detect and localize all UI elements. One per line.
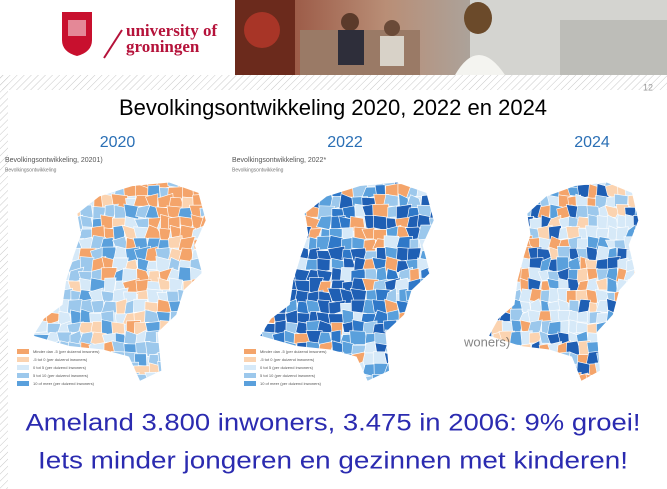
map-region bbox=[157, 277, 173, 291]
map-caption: Bevolkingsontwikkeling, 2022* bbox=[232, 157, 326, 164]
legend-swatch bbox=[17, 365, 29, 370]
logo-text: university of bbox=[126, 21, 217, 40]
legend-swatch bbox=[17, 349, 29, 354]
map-region bbox=[111, 321, 125, 336]
legend-label: 0 tot 5 (per duizend inwoners) bbox=[260, 365, 314, 370]
map-year: 2024 bbox=[574, 134, 610, 151]
map-caption: Bevolkingsontwikkeling, 20201) bbox=[5, 157, 103, 164]
map-annotation: woners) bbox=[463, 334, 510, 349]
map-region bbox=[316, 258, 331, 273]
map-region bbox=[576, 310, 588, 323]
map-region bbox=[595, 300, 609, 313]
map-region bbox=[351, 236, 366, 250]
map-outline bbox=[31, 181, 207, 383]
slide-title: Bevolkingsontwikkeling 2020, 2022 en 202… bbox=[119, 95, 547, 120]
legend-label: 0 tot 5 (per duizend inwoners) bbox=[33, 365, 87, 370]
legend-label: Minder dan -5 (per duizend inwoners) bbox=[33, 349, 100, 354]
logo-slash bbox=[103, 29, 123, 59]
map-subtitle: Bevolkingsontwikkeling bbox=[232, 167, 284, 173]
legend-label: -5 tot 0 (per duizend inwoners) bbox=[33, 357, 88, 362]
legend-label: -5 tot 0 (per duizend inwoners) bbox=[260, 357, 315, 362]
map-year: 2020 bbox=[100, 134, 136, 151]
footer-line: Iets minder jongeren en gezinnen met kin… bbox=[38, 447, 628, 474]
logo-shield-detail bbox=[68, 20, 86, 36]
legend-label: 10 of meer (per duizend inwoners) bbox=[260, 381, 322, 386]
logo-text: groningen bbox=[126, 37, 200, 56]
map-region bbox=[45, 311, 63, 326]
legend-swatch bbox=[244, 357, 256, 362]
legend-swatch bbox=[17, 373, 29, 378]
map-outline bbox=[487, 181, 640, 383]
map-region bbox=[576, 267, 588, 285]
legend-swatch bbox=[244, 365, 256, 370]
legend-label: Minder dan -5 (per duizend inwoners) bbox=[260, 349, 327, 354]
legend-swatch bbox=[244, 381, 256, 386]
legend-swatch bbox=[17, 357, 29, 362]
map-region bbox=[577, 298, 591, 316]
map-subtitle: Bevolkingsontwikkeling bbox=[5, 167, 57, 173]
hatch-band bbox=[0, 75, 667, 90]
map-region bbox=[349, 330, 369, 345]
map-outline bbox=[258, 181, 435, 383]
map-region bbox=[199, 215, 207, 229]
footer-line: Ameland 3.800 inwoners, 3.475 in 2006: 9… bbox=[26, 409, 641, 436]
legend-label: 10 of meer (per duizend inwoners) bbox=[33, 381, 95, 386]
header-photo bbox=[235, 0, 667, 75]
map-year: 2022 bbox=[327, 134, 363, 151]
legend-label: 5 tot 10 (per duizend inwoners) bbox=[33, 373, 89, 378]
legend-swatch bbox=[244, 349, 256, 354]
legend-swatch bbox=[244, 373, 256, 378]
page-number: 12 bbox=[643, 82, 653, 92]
legend-swatch bbox=[17, 381, 29, 386]
hatch-side bbox=[0, 75, 8, 489]
map-region bbox=[604, 205, 621, 219]
legend-label: 5 tot 10 (per duizend inwoners) bbox=[260, 373, 316, 378]
